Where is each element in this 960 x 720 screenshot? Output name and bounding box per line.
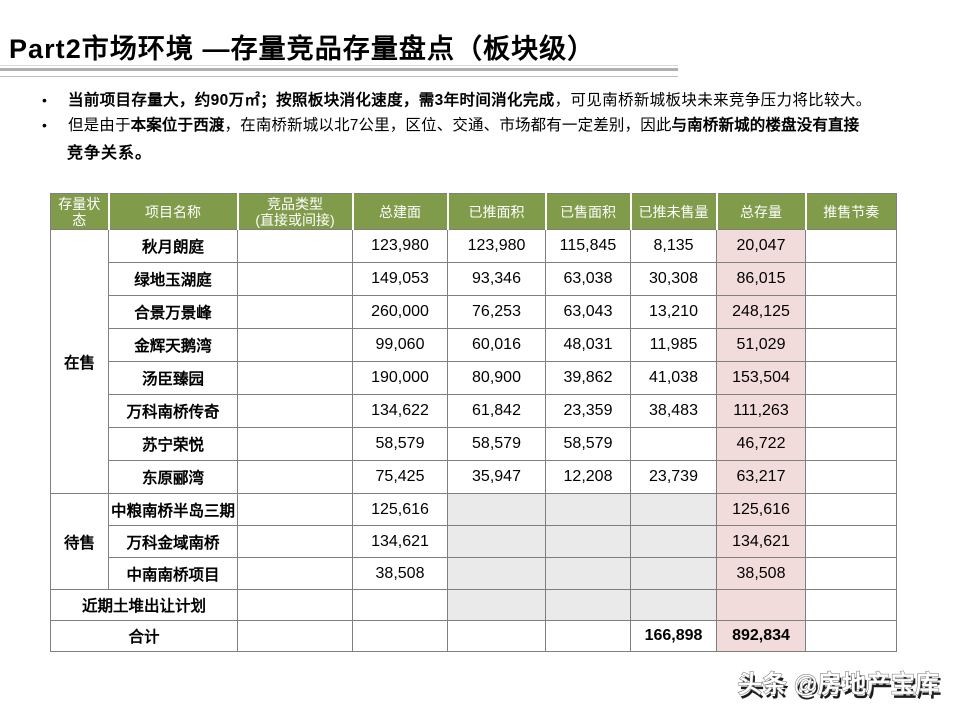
svg-text:头条 @房地产宝库: 头条 @房地产宝库 bbox=[738, 670, 940, 698]
svg-text:头条 @房地产宝库: 头条 @房地产宝库 bbox=[740, 674, 942, 702]
